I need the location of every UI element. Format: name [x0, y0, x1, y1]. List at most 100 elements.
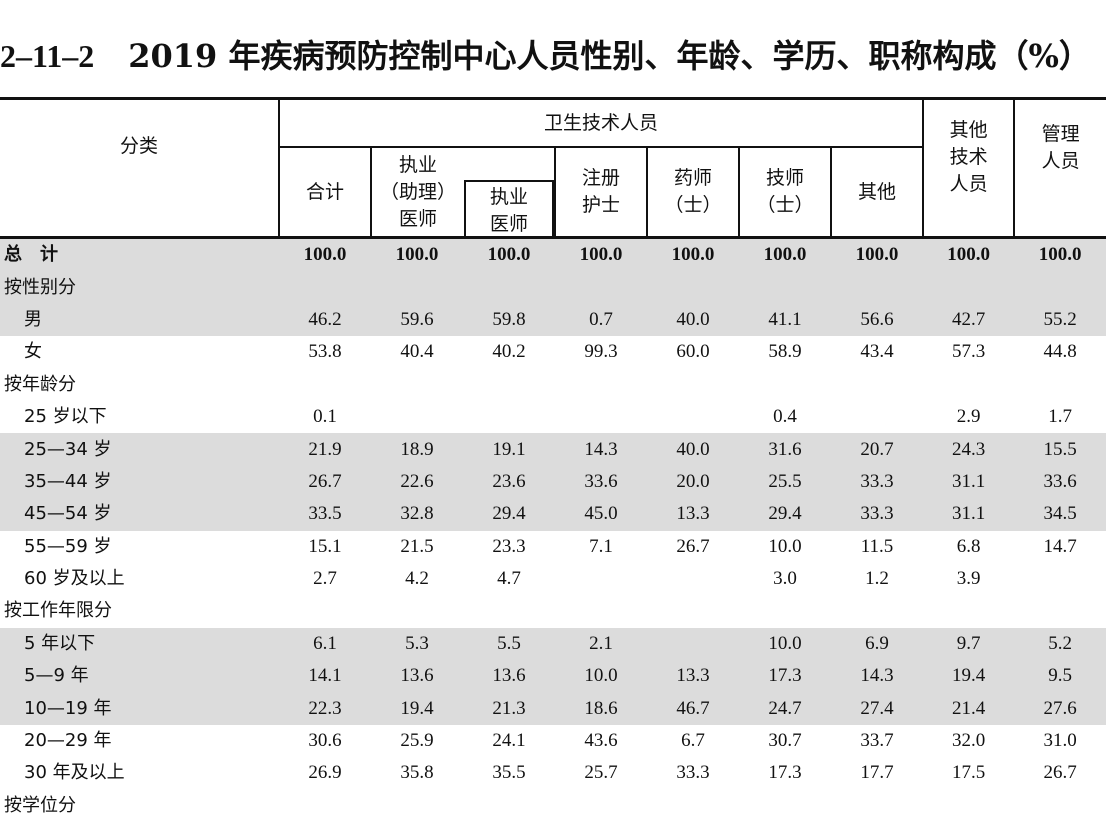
table-cell: 27.4: [831, 692, 923, 724]
table-cell: 100.0: [923, 238, 1014, 272]
table-cell: 4.2: [371, 563, 463, 595]
header-category-label: 分类: [120, 135, 158, 157]
table-cell: 5.2: [1014, 628, 1106, 660]
table-cell: [831, 369, 923, 401]
table-cell: 19.1: [463, 433, 555, 465]
table-cell: 26.7: [279, 466, 371, 498]
table-cell: 100.0: [463, 238, 555, 272]
header-other-tech-l2: 技术: [950, 146, 988, 168]
table-cell: 31.6: [739, 433, 831, 465]
table-cell: 11.5: [831, 531, 923, 563]
header-licensed-assistant-l1: 执业: [399, 154, 437, 176]
table-cell: [279, 790, 371, 822]
table-cell: 44.8: [1014, 336, 1106, 368]
table-cell: [647, 790, 739, 822]
table-cell: 29.4: [463, 498, 555, 530]
table-number: 2–11–2: [0, 38, 94, 74]
table-cell: 55.2: [1014, 304, 1106, 336]
table-cell: 13.3: [647, 498, 739, 530]
table-row: 按性别分: [0, 271, 1106, 303]
table-cell: 99.3: [555, 336, 647, 368]
row-label: 5 年以下: [0, 628, 279, 660]
table-cell: 34.5: [1014, 498, 1106, 530]
row-label: 按性别分: [0, 271, 279, 303]
table-cell: 10.0: [739, 531, 831, 563]
table-cell: 17.7: [831, 757, 923, 789]
table-cell: 33.5: [279, 498, 371, 530]
header-category: 分类: [0, 99, 279, 238]
table-cell: [555, 401, 647, 433]
table-cell: 32.8: [371, 498, 463, 530]
table-cell: [647, 628, 739, 660]
table-cell: [463, 271, 555, 303]
row-label: 20—29 年: [0, 725, 279, 757]
table-cell: 31.0: [1014, 725, 1106, 757]
table-cell: 25.9: [371, 725, 463, 757]
table-cell: 17.3: [739, 757, 831, 789]
table-cell: 10.0: [555, 660, 647, 692]
table-cell: 19.4: [371, 692, 463, 724]
table-cell: [555, 369, 647, 401]
header-total: 合计: [279, 147, 371, 238]
row-label: 男: [0, 304, 279, 336]
table-cell: 57.3: [923, 336, 1014, 368]
table-cell: 6.8: [923, 531, 1014, 563]
table-cell: 14.3: [555, 433, 647, 465]
table-cell: [555, 595, 647, 627]
header-management-l1: 管理: [1042, 123, 1080, 145]
row-label: 按年龄分: [0, 369, 279, 401]
table-cell: [279, 271, 371, 303]
table-cell: [371, 369, 463, 401]
table-cell: [831, 790, 923, 822]
table-cell: 25.5: [739, 466, 831, 498]
table-cell: 25.7: [555, 757, 647, 789]
table-cell: 14.3: [831, 660, 923, 692]
table-cell: 3.9: [923, 563, 1014, 595]
header-other-tech-l3: 人员: [950, 173, 988, 195]
row-label: 按学位分: [0, 790, 279, 822]
table-cell: 33.3: [647, 757, 739, 789]
table-cell: 24.3: [923, 433, 1014, 465]
table-cell: 9.5: [1014, 660, 1106, 692]
table-cell: 6.9: [831, 628, 923, 660]
table-cell: 100.0: [1014, 238, 1106, 272]
table-cell: 46.2: [279, 304, 371, 336]
table-cell: 60.0: [647, 336, 739, 368]
table-cell: 100.0: [371, 238, 463, 272]
table-cell: [1014, 369, 1106, 401]
table-cell: 100.0: [647, 238, 739, 272]
table-cell: 40.0: [647, 433, 739, 465]
table-cell: 2.7: [279, 563, 371, 595]
table-cell: 21.4: [923, 692, 1014, 724]
table-cell: 10.0: [739, 628, 831, 660]
row-label: 30 年及以上: [0, 757, 279, 789]
table-cell: 0.4: [739, 401, 831, 433]
table-cell: [1014, 271, 1106, 303]
table-cell: 0.1: [279, 401, 371, 433]
table-cell: 23.3: [463, 531, 555, 563]
table-cell: 0.7: [555, 304, 647, 336]
row-label: 总 计: [0, 238, 279, 272]
table-cell: 59.8: [463, 304, 555, 336]
table-cell: 22.6: [371, 466, 463, 498]
header-other: 其他: [831, 147, 923, 238]
table-cell: 59.6: [371, 304, 463, 336]
table-cell: 20.0: [647, 466, 739, 498]
table-cell: 30.7: [739, 725, 831, 757]
row-label: 10—19 年: [0, 692, 279, 724]
table-cell: [371, 271, 463, 303]
table-cell: [279, 595, 371, 627]
table-cell: [831, 271, 923, 303]
table-cell: 40.2: [463, 336, 555, 368]
table-cell: 15.5: [1014, 433, 1106, 465]
